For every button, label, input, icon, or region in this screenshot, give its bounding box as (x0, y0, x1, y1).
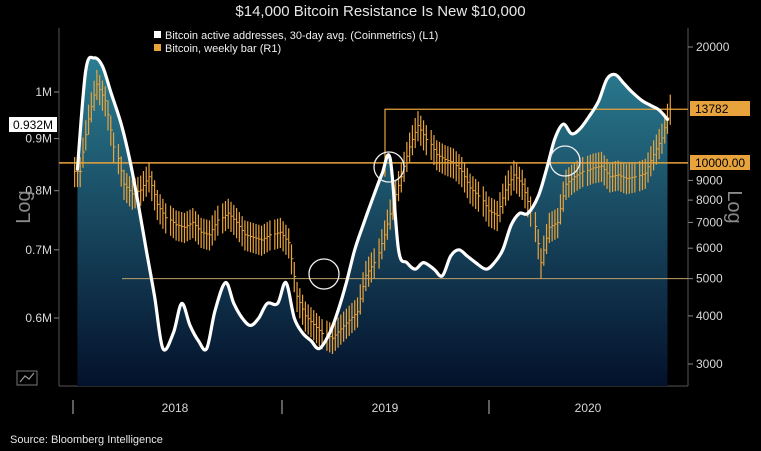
right-axis-title: Log (723, 190, 745, 223)
right-tick-label: 4000 (696, 309, 723, 323)
left-axis-ticks: 0.6M 0.7M 0.8M 0.9M 1M (25, 85, 59, 325)
right-level-label-13782: 13782 (695, 102, 729, 116)
right-axis-ticks: 3000 4000 5000 6000 7000 8000 9000 20000 (688, 40, 730, 371)
left-tick-label: 0.7M (25, 243, 52, 257)
left-last-value-label: 0.932M (13, 118, 53, 132)
right-level-box-13782 (690, 101, 750, 116)
x-label-2019: 2019 (372, 401, 399, 415)
annotation-circle-1 (308, 258, 340, 290)
addresses-area (77, 57, 668, 387)
legend-label-bitcoin: Bitcoin, weekly bar (R1) (165, 43, 281, 55)
left-tick-label: 1M (35, 85, 52, 99)
addresses-line (75, 55, 670, 352)
right-tick-label: 8000 (696, 193, 723, 207)
annotation-circle-2 (373, 151, 405, 183)
right-tick-label: 3000 (696, 357, 723, 371)
chart-title: $14,000 Bitcoin Resistance Is New $10,00… (235, 3, 526, 20)
left-axis-title: Log (13, 190, 35, 223)
right-level-box-10000 (690, 155, 750, 170)
legend-swatch-addresses (154, 31, 161, 38)
legend-label-addresses: Bitcoin active addresses, 30-day avg. (C… (165, 30, 438, 42)
right-tick-label: 7000 (696, 215, 723, 229)
level-13782-line (384, 108, 688, 177)
left-tick-label: 0.8M (25, 184, 52, 198)
x-label-2020: 2020 (575, 401, 602, 415)
right-tick-label: 20000 (696, 40, 730, 54)
x-label-2018: 2018 (162, 401, 189, 415)
right-tick-label: 5000 (696, 272, 723, 286)
legend: Bitcoin active addresses, 30-day avg. (C… (154, 30, 438, 55)
source-note: Source: Bloomberg Intelligence (10, 434, 163, 446)
right-tick-label: 9000 (696, 173, 723, 187)
right-level-label-10000: 10000.00 (695, 156, 745, 170)
left-tick-label: 0.9M (25, 132, 52, 146)
annotation-circle-3 (549, 145, 581, 177)
right-tick-label: 6000 (696, 241, 723, 255)
chart-type-icon[interactable] (16, 370, 38, 386)
left-last-value-box (9, 117, 57, 132)
left-tick-label: 0.6M (25, 311, 52, 325)
legend-swatch-bitcoin (154, 44, 161, 51)
